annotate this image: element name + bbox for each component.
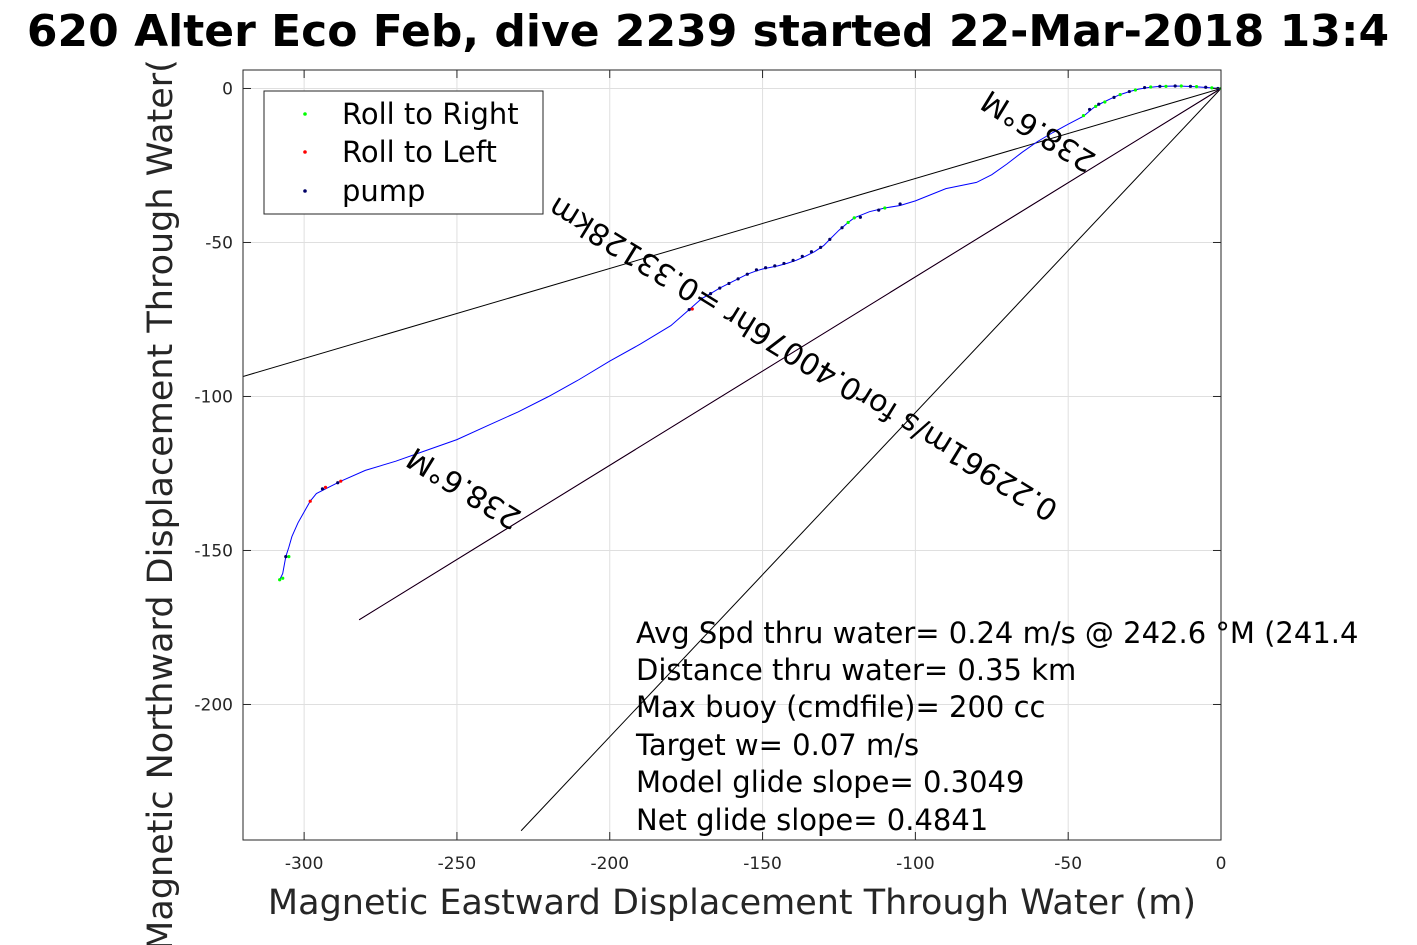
dive-summary-annotations: Avg Spd thru water= 0.24 m/s @ 242.6 °M … <box>635 616 1358 837</box>
pump-marker <box>320 487 325 491</box>
pump-marker <box>699 297 704 301</box>
reference-line <box>243 88 1221 377</box>
pump-marker <box>709 292 713 296</box>
roll-left-marker <box>308 499 312 503</box>
legend-marker-roll-right <box>303 112 307 116</box>
pump-marker <box>1087 107 1092 112</box>
x-tick-label: 0 <box>1216 854 1227 874</box>
legend: Roll to Right Roll to Left pump <box>263 90 544 215</box>
roll-right-marker <box>1210 86 1214 90</box>
marker-layer <box>278 84 1221 582</box>
legend-marker-pump <box>303 189 307 193</box>
pump-marker <box>840 226 844 230</box>
roll-right-marker <box>1103 100 1107 104</box>
pump-marker <box>284 555 288 559</box>
legend-marker-roll-left <box>303 150 307 154</box>
pump-marker <box>1173 84 1177 88</box>
x-tick-label: -250 <box>438 854 477 874</box>
grid-lines <box>243 70 1222 840</box>
x-axis-ticks: -300 -250 -200 -150 -100 -50 0 <box>285 70 1227 874</box>
roll-right-marker <box>1081 113 1086 118</box>
pump-marker <box>754 268 759 272</box>
legend-label-roll-right: Roll to Right <box>342 97 519 131</box>
pump-marker <box>819 245 823 250</box>
pump-marker <box>1097 102 1101 106</box>
y-tick-label: -100 <box>194 387 233 407</box>
roll-right-marker <box>1118 93 1122 97</box>
roll-left-marker <box>690 307 694 311</box>
roll-right-marker <box>287 555 291 559</box>
annotation-distance: Distance thru water= 0.35 km <box>636 653 1076 687</box>
y-tick-label: 0 <box>222 79 233 99</box>
pump-marker <box>791 258 795 262</box>
pump-marker <box>877 208 881 212</box>
roll-right-marker <box>1179 84 1183 88</box>
pump-marker <box>736 277 740 281</box>
pump-marker <box>1127 89 1131 94</box>
pump-marker <box>1112 95 1116 100</box>
roll-right-marker <box>1133 88 1138 92</box>
pump-marker <box>782 261 786 266</box>
y-tick-label: -200 <box>194 695 233 715</box>
y-axis-ticks: 0 -50 -100 -150 -200 <box>194 79 1221 715</box>
roll-right-marker <box>278 578 282 582</box>
legend-label-roll-left: Roll to Left <box>342 135 497 169</box>
pump-marker <box>1142 85 1147 90</box>
roll-right-marker <box>281 576 285 580</box>
x-tick-label: -300 <box>285 854 324 874</box>
roll-right-marker <box>1149 85 1153 89</box>
pump-marker <box>1204 85 1208 89</box>
annotation-target-w: Target w= 0.07 m/s <box>635 728 919 762</box>
pump-marker <box>764 266 768 270</box>
chart-title: 620 Alter Eco Feb, dive 2239 started 22-… <box>27 6 1389 57</box>
roll-right-marker <box>852 216 856 220</box>
reference-lines <box>243 88 1221 832</box>
pump-marker <box>828 237 832 241</box>
pump-marker <box>1158 84 1162 88</box>
pump-marker <box>1188 84 1193 88</box>
legend-box <box>263 90 544 215</box>
roll-left-marker <box>323 485 328 489</box>
annotation-avg-speed: Avg Spd thru water= 0.24 m/s @ 242.6 °M … <box>636 616 1358 650</box>
pump-marker <box>773 264 777 268</box>
y-axis-label: Magnetic Northward Displacement Through … <box>141 59 181 945</box>
y-tick-label: -150 <box>194 541 233 561</box>
roll-right-marker <box>1194 85 1199 89</box>
pump-marker <box>745 272 749 276</box>
y-tick-label: -50 <box>205 233 233 253</box>
pump-marker <box>718 286 722 290</box>
roll-right-marker <box>1094 104 1098 108</box>
x-axis-label: Magnetic Eastward Displacement Through W… <box>268 883 1196 923</box>
annotation-net-glide-slope: Net glide slope= 0.4841 <box>636 803 988 837</box>
pump-marker <box>727 281 731 286</box>
x-tick-label: -200 <box>590 854 629 874</box>
x-tick-label: -50 <box>1054 854 1082 874</box>
roll-right-marker <box>883 206 887 210</box>
x-tick-label: -150 <box>743 854 782 874</box>
roll-left-marker <box>339 479 343 483</box>
reference-line <box>520 88 1221 832</box>
pump-marker <box>809 250 814 254</box>
x-tick-label: -100 <box>896 854 935 874</box>
roll-right-marker <box>1164 84 1168 88</box>
annotation-max-buoy: Max buoy (cmdfile)= 200 cc <box>636 690 1045 724</box>
roll-right-marker <box>846 220 850 225</box>
pump-marker <box>687 308 691 312</box>
pump-marker <box>898 202 902 206</box>
reference-line <box>358 88 1221 621</box>
annotation-model-glide-slope: Model glide slope= 0.3049 <box>636 765 1024 799</box>
pump-marker <box>336 481 340 485</box>
pump-marker <box>800 254 804 258</box>
legend-label-pump: pump <box>342 174 425 208</box>
plot-frame <box>242 69 1222 841</box>
pump-marker <box>858 215 862 219</box>
